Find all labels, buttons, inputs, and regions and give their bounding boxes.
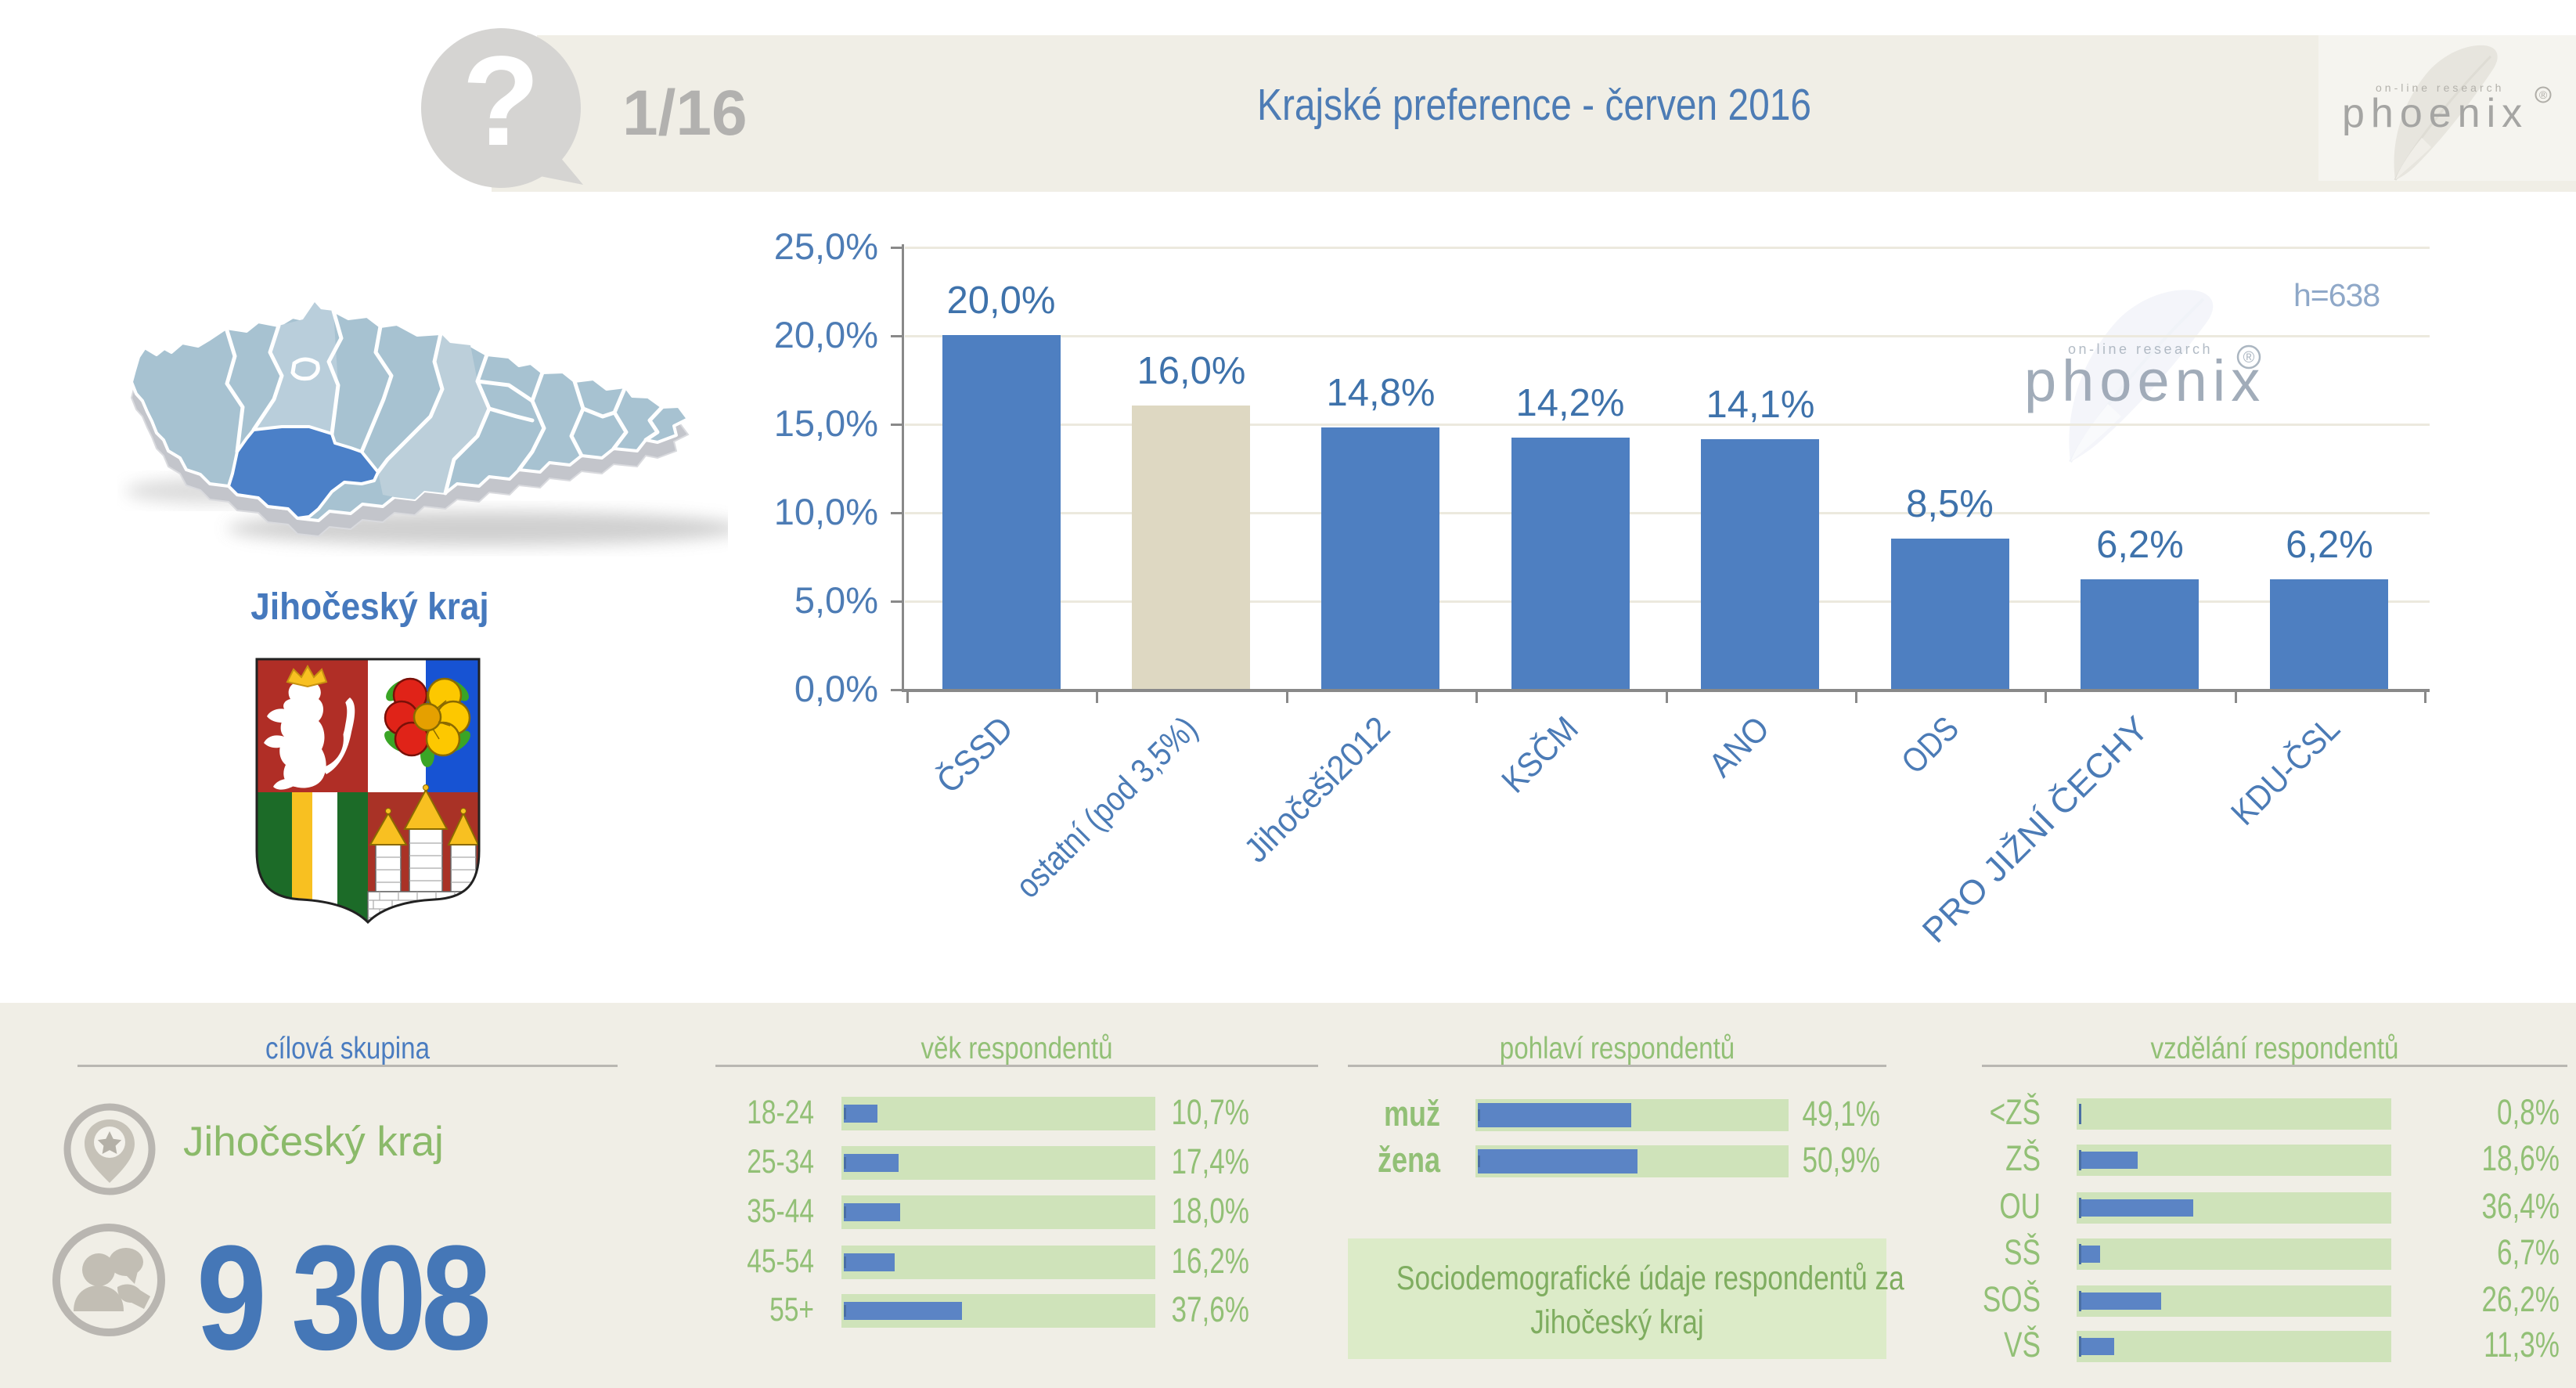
svg-text:on-line research: on-line research: [2068, 341, 2213, 357]
svg-text:phoenix: phoenix: [2342, 91, 2528, 136]
svg-text:?: ?: [462, 29, 540, 172]
svg-text:on-line research: on-line research: [2376, 81, 2504, 94]
svg-text:®: ®: [2243, 349, 2255, 366]
svg-text:®: ®: [2539, 88, 2548, 101]
svg-text:phoenix: phoenix: [2024, 348, 2265, 413]
